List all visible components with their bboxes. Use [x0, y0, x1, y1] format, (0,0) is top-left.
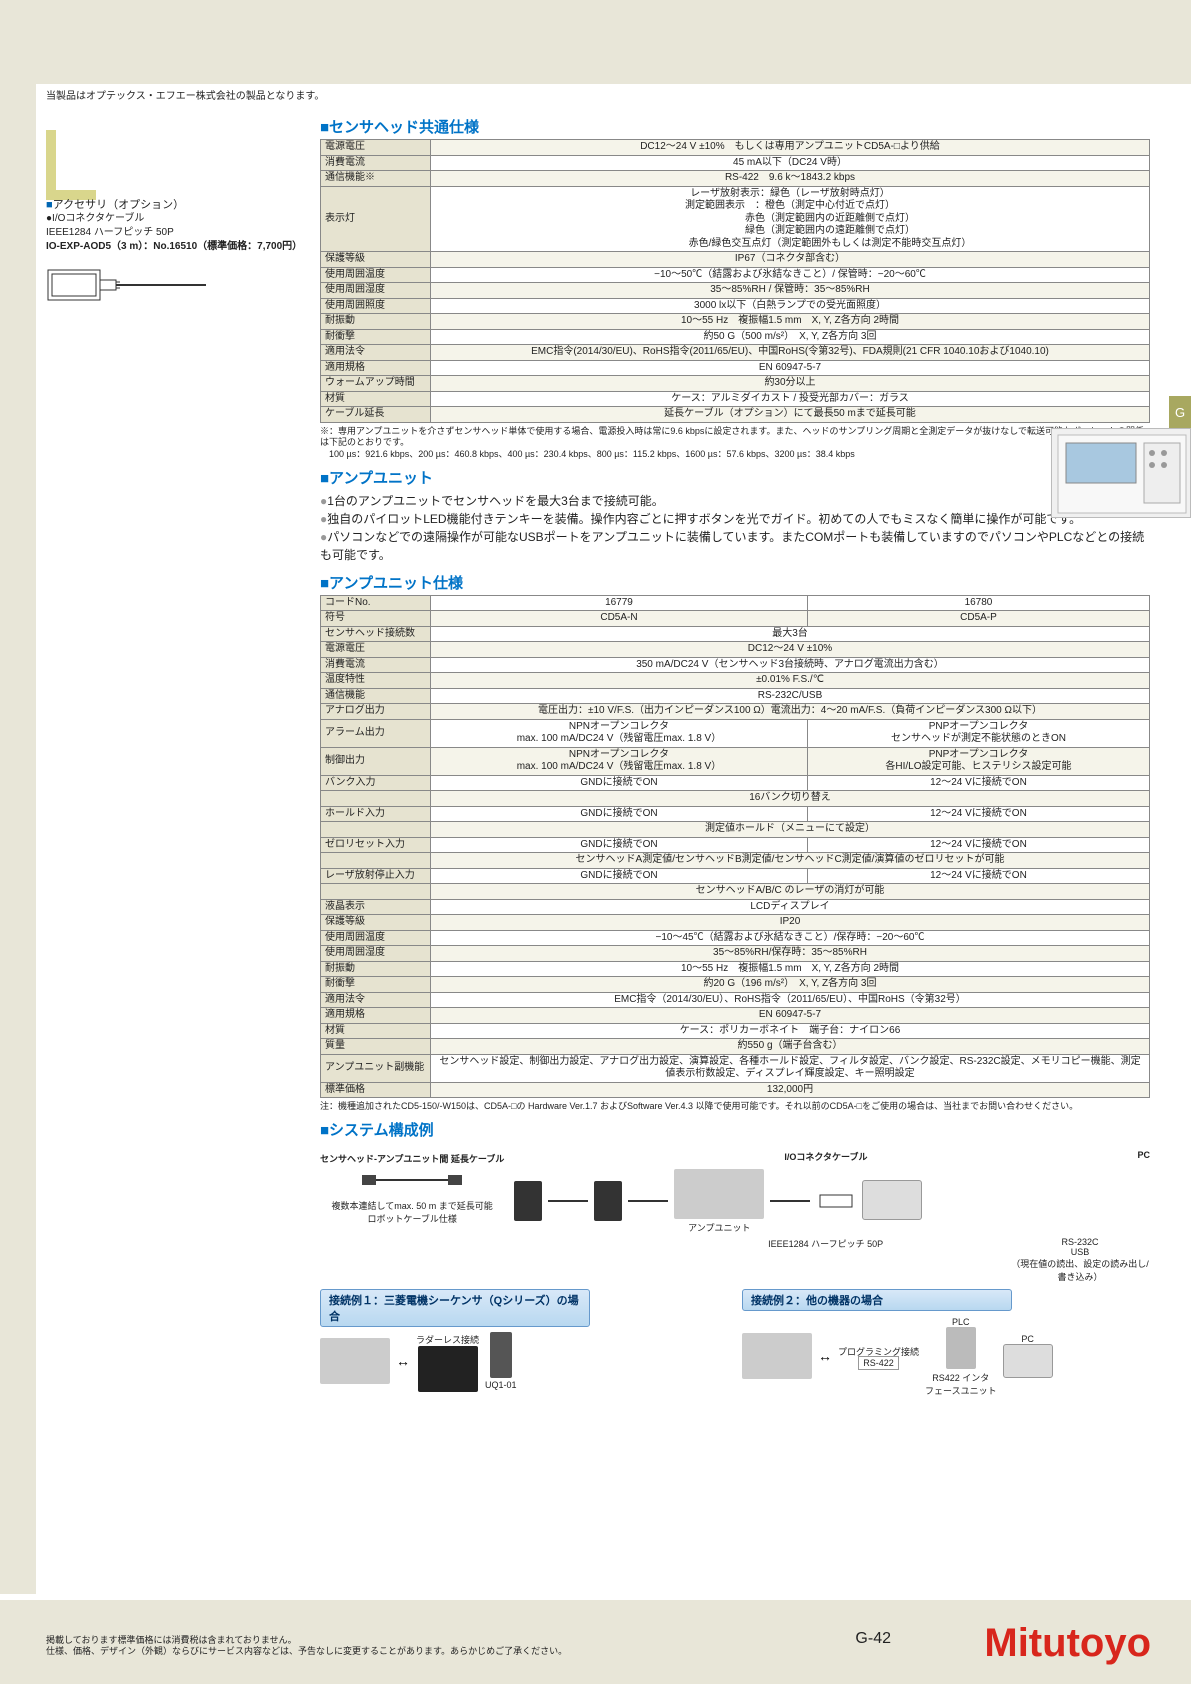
connector-illustration — [46, 262, 316, 312]
left-bar — [0, 84, 36, 1594]
sec1-title: ■センサヘッド共通仕様 — [320, 116, 1150, 137]
label-rs422: RS-422 — [858, 1356, 899, 1370]
main-content: ■センサヘッド共通仕様 電源電圧DC12〜24 V ±10% もしくは専用アンプ… — [320, 110, 1150, 1397]
top-bar — [0, 0, 1191, 84]
label-ext-cable: センサヘッド-アンプユニット間 延長ケーブル — [320, 1154, 504, 1164]
sec3-note: 注：機種追加されたCD5-150/-W150は、CD5A-□の Hardware… — [320, 1101, 1150, 1113]
uq-icon — [490, 1332, 512, 1378]
sensor-head-spec-table: 電源電圧DC12〜24 V ±10% もしくは専用アンプユニットCD5A-□より… — [320, 139, 1150, 423]
label-pc: PC — [1137, 1150, 1150, 1160]
sensor-icon — [594, 1181, 622, 1221]
amp-unit-spec-table: コードNo.1677916780符号CD5A-NCD5A-Pセンサヘッド接続数最… — [320, 595, 1150, 1099]
label-uq: UQ1-01 — [485, 1380, 517, 1390]
cable-model: IO-EXP-AOD5（3 m）：No.16510（標準価格：7,700円） — [46, 240, 316, 254]
connector-icon — [816, 1189, 856, 1213]
pc-icon — [862, 1180, 922, 1220]
sec2-title: ■アンプユニット — [320, 467, 1150, 488]
page-number: G-42 — [855, 1630, 891, 1648]
sec1-note: ※：専用アンプユニットを介さずセンサヘッド単体で使用する場合、電源投入時は常に9… — [320, 426, 1150, 461]
accessory-heading-text: アクセサリ（オプション） — [53, 199, 184, 211]
label-rs232: RS-232C USB （現在値の読出、設定の読み出し/書き込み） — [1010, 1237, 1150, 1283]
amp-icon — [320, 1338, 390, 1384]
side-tab: G — [1169, 396, 1191, 430]
label-pc2: PC — [1003, 1334, 1053, 1344]
label-io: I/Oコネクタケーブル — [784, 1152, 867, 1162]
label-plc: PLC — [925, 1317, 997, 1327]
laptop-icon — [1003, 1344, 1053, 1378]
label-amp: アンプユニット — [674, 1221, 764, 1234]
amp-unit-photo — [1051, 428, 1191, 518]
mitutoyo-logo: Mitutoyo — [984, 1621, 1151, 1666]
amp-unit-bullets: ●1台のアンプユニットでセンサヘッドを最大3台まで接続可能。●独自のパイロットL… — [320, 492, 1150, 564]
label-ieee: IEEE1284 ハーフピッチ 50P — [768, 1237, 883, 1283]
top-note: 当製品はオプテックス・エフエー株式会社の製品となります。 — [46, 90, 324, 104]
label-rs422if: RS422 インタ フェースユニット — [925, 1371, 997, 1397]
footer-text: 掲載しております標準価格には消費税は含まれておりません。 仕様、価格、デザイン（… — [46, 1635, 567, 1658]
cable-spec: IEEE1284 ハーフピッチ 50P — [46, 226, 316, 240]
left-column: ■アクセサリ（オプション） ●I/Oコネクタケーブル IEEE1284 ハーフピ… — [46, 130, 316, 312]
plc-icon — [946, 1327, 976, 1369]
sec4-title: ■システム構成例 — [320, 1119, 1150, 1140]
accessory-heading: ■アクセサリ（オプション） — [46, 196, 316, 212]
amp-icon — [742, 1333, 812, 1379]
conn-example-2-header: 接続例２：他の機器の場合 — [742, 1289, 1012, 1311]
label-ladderless: ラダーレス接続 — [416, 1333, 479, 1346]
system-diagram: センサヘッド-アンプユニット間 延長ケーブル 複数本連結してmax. 50 m … — [320, 1150, 1150, 1397]
amp-unit-icon — [674, 1169, 764, 1219]
sensor-icon — [514, 1181, 542, 1221]
conn-example-1-header: 接続例１：三菱電機シーケンサ（Qシリーズ）の場合 — [320, 1289, 590, 1327]
plc-icon — [418, 1346, 478, 1392]
label-robot: 複数本連結してmax. 50 m まで延長可能 ロボットケーブル仕様 — [320, 1199, 504, 1225]
cable-icon — [352, 1165, 472, 1195]
cable-heading: ●I/Oコネクタケーブル — [46, 212, 316, 226]
sec3-title: ■アンプユニット仕様 — [320, 572, 1150, 593]
footer: 掲載しております標準価格には消費税は含まれておりません。 仕様、価格、デザイン（… — [0, 1600, 1191, 1684]
